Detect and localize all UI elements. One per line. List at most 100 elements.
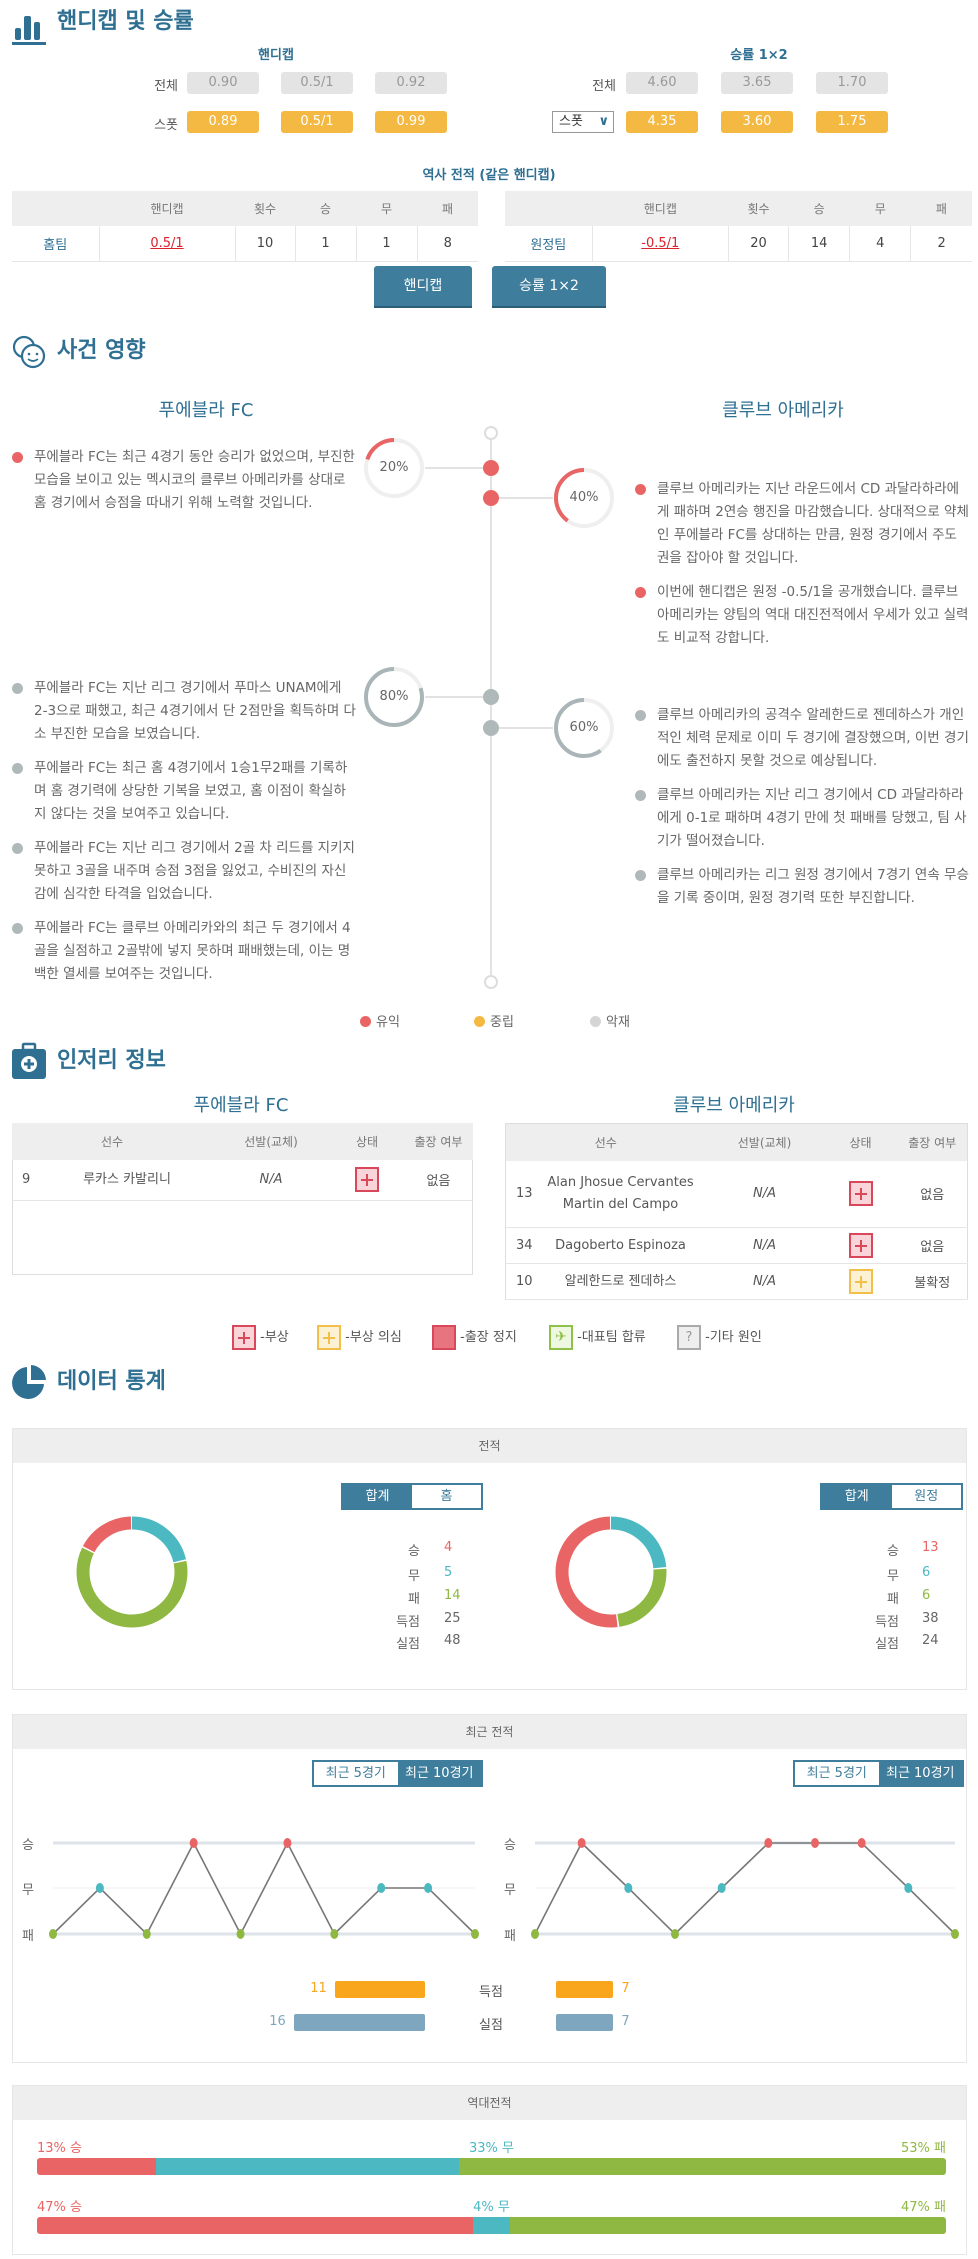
impact-item: 푸에블라 FC는 최근 홈 4경기에서 1승1무2패를 기록하며 홈 경기력에 …	[12, 757, 357, 826]
record-panel: 전적	[12, 1428, 967, 1690]
player-status	[823, 1160, 898, 1228]
doubtful-icon	[317, 1325, 341, 1350]
handicap-odds-value[interactable]: 0.90	[187, 72, 259, 94]
record-panel-title: 전적	[13, 1429, 966, 1463]
history-cell: 8	[417, 226, 478, 262]
away-stat-label: 실점	[875, 1637, 899, 1652]
h2h-draw-label: 33% 무	[469, 2141, 514, 2156]
impact-item: 클루브 아메리카는 지난 라운드에서 CD 과달라하라에게 패하며 2연승 행진…	[635, 478, 969, 570]
winrate-odds-value[interactable]: 1.75	[816, 111, 888, 133]
bullet-dot-icon	[635, 484, 646, 495]
ring-fill	[364, 438, 424, 498]
impact-text: 푸에블라 FC는 최근 4경기 동안 승리가 없었으며, 부진한 모습을 보이고…	[34, 449, 355, 511]
form-point	[624, 1883, 633, 1893]
handicap-button[interactable]: 핸디캡	[374, 266, 472, 306]
recent-panel-title: 최근 전적	[13, 1715, 966, 1749]
h2h-panel-title: 역대전적	[13, 2086, 966, 2120]
winrate-odds-value[interactable]: 3.65	[721, 72, 793, 94]
winrate-button[interactable]: 승률 1×2	[492, 266, 606, 306]
donut-slice-무	[555, 1516, 667, 1628]
history-handicap-link[interactable]: 0.5/1	[99, 226, 236, 262]
away-stat-label: 패	[887, 1592, 899, 1607]
away-away-tab[interactable]: 원정	[891, 1485, 961, 1508]
away-impact-percent: 40%	[569, 490, 599, 505]
player-availability: 없음	[897, 1160, 968, 1228]
home-stat-label: 실점	[396, 1637, 420, 1652]
history-cell: 20	[728, 226, 790, 262]
history-column-header: 승	[788, 191, 850, 226]
impact-away-team: 클루브 아메리카	[722, 400, 844, 421]
away-last5-tab[interactable]: 최근 5경기	[795, 1762, 879, 1785]
h2h-win-label: 13% 승	[37, 2141, 82, 2156]
pie-chart-icon	[12, 1365, 46, 1399]
home-total-tab[interactable]: 합계	[343, 1485, 412, 1508]
h2h-win-label: 47% 승	[37, 2200, 82, 2215]
impact-text: 푸에블라 FC는 지난 리그 경기에서 2골 차 리드를 지키지 못하고 3골을…	[34, 840, 355, 902]
home-home-tab[interactable]: 홈	[412, 1485, 481, 1508]
home-record-toggle: 합계 홈	[341, 1483, 483, 1510]
history-column-header: 핸디캡	[592, 191, 729, 226]
home-goals-bar	[334, 1981, 425, 1998]
history-header-row: 핸디캡 횟수 승 무 패	[505, 191, 972, 226]
player-status	[823, 1227, 898, 1264]
timeline-home-dot	[483, 689, 499, 705]
form-point	[189, 1838, 198, 1848]
injury-row: 10 알레한드로 젠데하스 N/A 불확정	[505, 1263, 968, 1300]
home-goals-bar	[293, 2014, 425, 2031]
form-point	[951, 1929, 959, 1939]
handicap-odds-value[interactable]: 0.92	[375, 72, 447, 94]
impact-text: 클루브 아메리카는 리그 원정 경기에서 7경기 연속 무승을 기록 중이며, …	[657, 867, 969, 906]
bullet-dot-icon	[635, 870, 646, 881]
winrate-row-label: 전체	[592, 79, 616, 94]
history-column-header	[12, 191, 99, 226]
player-name: 알레한드로 젠데하스	[535, 1263, 706, 1300]
winrate-odds-value[interactable]: 4.60	[626, 72, 698, 94]
ring-fill	[364, 667, 424, 727]
away-impact-ring: 60%	[553, 697, 615, 759]
timeline-away-dot	[483, 720, 499, 736]
bullet-dot-icon	[12, 923, 23, 934]
bullet-dot-icon	[12, 452, 23, 463]
home-last10-tab[interactable]: 최근 10경기	[397, 1762, 481, 1785]
history-handicap-link[interactable]: -0.5/1	[592, 226, 729, 262]
history-cell: 14	[788, 226, 851, 262]
injury-home-team: 푸에블라 FC	[193, 1095, 289, 1116]
h2h-segment-패	[510, 2217, 946, 2234]
form-line	[534, 1841, 956, 1936]
timeline-connector	[499, 727, 553, 729]
handicap-row-label: 전체	[154, 79, 178, 94]
handicap-odds-value[interactable]: 0.99	[375, 111, 447, 133]
impact-text: 클루브 아메리카의 공격수 알레한드로 젠데하스가 개인적인 체력 문제로 이미…	[657, 707, 969, 769]
bookmaker-select[interactable]: 스폿 ∨	[552, 111, 614, 133]
away-total-tab[interactable]: 합계	[822, 1485, 892, 1508]
chevron-down-icon: ∨	[598, 114, 609, 129]
form-point	[811, 1838, 819, 1848]
winrate-odds-value[interactable]: 3.60	[721, 111, 793, 133]
away-last10-tab[interactable]: 최근 10경기	[878, 1762, 962, 1785]
away-stat-value: 6	[922, 1565, 931, 1580]
home-stat-value: 48	[444, 1633, 461, 1648]
handicap-subtitle: 핸디캡	[258, 48, 294, 63]
winrate-odds-value[interactable]: 1.70	[816, 72, 888, 94]
winrate-odds-value[interactable]: 4.35	[626, 111, 698, 133]
timeline-connector	[499, 497, 553, 499]
injury-icon	[848, 1233, 873, 1258]
away-goals-bar	[556, 2014, 614, 2031]
h2h-segment-무	[156, 2158, 460, 2175]
player-name: Alan Jhosue Cervantes Martin del Campo	[535, 1160, 706, 1228]
handicap-odds-value[interactable]: 0.89	[187, 111, 259, 133]
handicap-odds-value[interactable]: 0.5/1	[281, 72, 353, 94]
bullet-dot-icon	[635, 790, 646, 801]
form-axis-label: 패	[504, 1929, 516, 1944]
injury-column-header: 출장 여부	[404, 1123, 473, 1160]
bullet-dot-icon	[635, 710, 646, 721]
h2h-segment-승	[37, 2158, 157, 2175]
handicap-odds-value[interactable]: 0.5/1	[281, 111, 353, 133]
ring-fill	[554, 468, 614, 528]
injury-header-row: 선수 선발(교체) 상태 출장 여부	[505, 1123, 968, 1161]
home-last5-tab[interactable]: 최근 5경기	[314, 1762, 398, 1785]
form-point	[764, 1838, 773, 1848]
legend-neutral: 중립	[474, 1011, 514, 1030]
injury-row: 9 루카스 카발리니 N/A 없음	[12, 1160, 473, 1201]
disadvantage-dot-icon	[590, 1016, 601, 1027]
